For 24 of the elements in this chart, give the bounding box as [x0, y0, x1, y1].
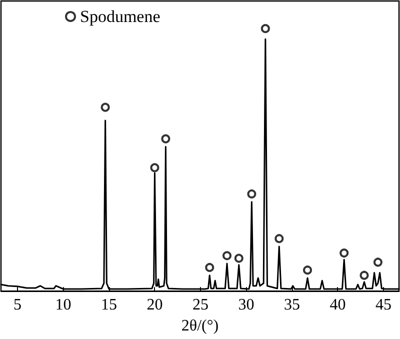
legend-label: Spodumene — [80, 7, 160, 26]
point — [360, 270, 369, 280]
x-tick-label: 5 — [13, 296, 22, 314]
x-tick-label: 10 — [55, 296, 72, 314]
x-axis-title: 2θ/(°) — [181, 318, 219, 334]
x-tick-label: 45 — [375, 296, 392, 314]
point — [205, 262, 214, 272]
x-tick-label: 25 — [192, 296, 208, 314]
point — [340, 248, 349, 258]
x-tick-label: 30 — [238, 296, 254, 314]
x-tick-label: 15 — [100, 296, 117, 314]
point — [234, 254, 244, 263]
point — [161, 134, 170, 144]
point — [150, 163, 160, 172]
point — [373, 258, 382, 267]
x-tick-label: 35 — [284, 296, 300, 314]
point — [303, 266, 312, 275]
point — [274, 234, 284, 244]
point — [222, 251, 232, 260]
point — [260, 24, 270, 34]
point — [100, 102, 110, 112]
x-tick-label: 40 — [330, 296, 346, 314]
point — [247, 189, 256, 198]
x-tick-label: 20 — [146, 296, 163, 314]
